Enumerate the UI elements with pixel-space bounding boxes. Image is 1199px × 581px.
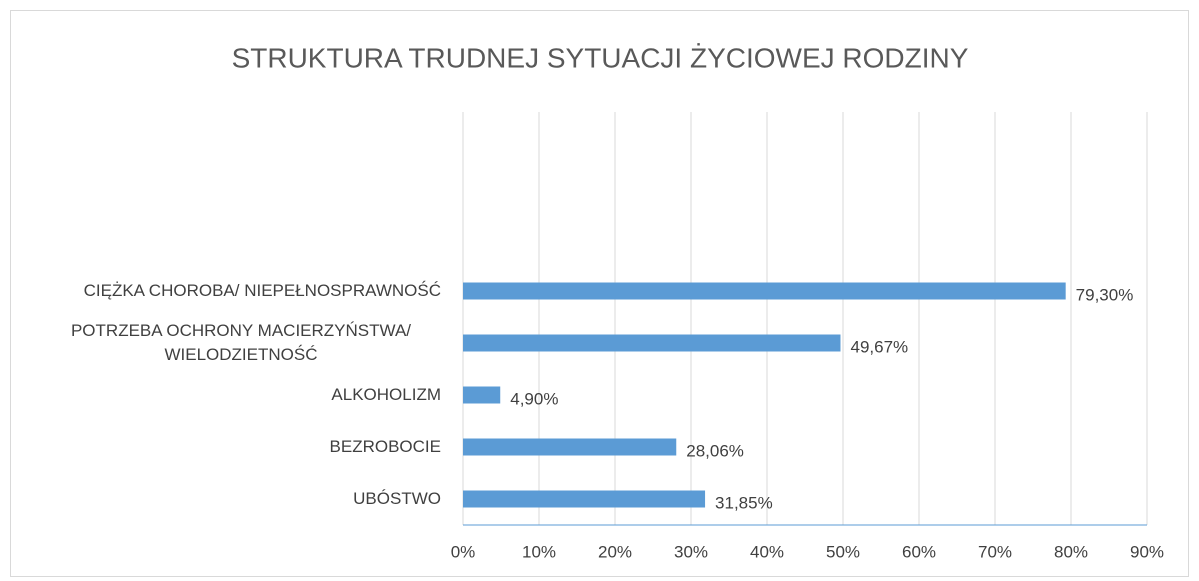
value-label: 79,30% [1076,285,1134,304]
x-tick-label: 80% [1054,542,1088,561]
x-tick-label: 50% [826,542,860,561]
x-tick-label: 30% [674,542,708,561]
chart-title: STRUKTURA TRUDNEJ SYTUACJI ŻYCIOWEJ RODZ… [232,42,969,73]
value-label: 49,67% [850,337,908,356]
x-tick-label: 10% [522,542,556,561]
category-label: ALKOHOLIZM [331,385,441,404]
x-tick-label: 40% [750,542,784,561]
x-tick-label: 20% [598,542,632,561]
x-tick-label: 90% [1130,542,1164,561]
x-tick-label: 60% [902,542,936,561]
chart-border [10,10,1189,577]
value-label: 4,90% [510,389,558,408]
value-label: 31,85% [715,493,773,512]
bar [463,282,1066,300]
category-label: CIĘŻKA CHOROBA/ NIEPEŁNOSPRAWNOŚĆ [83,281,441,300]
bar [463,386,501,404]
x-tick-label: 0% [451,542,476,561]
category-label: BEZROBOCIE [329,437,441,456]
category-label: POTRZEBA OCHRONY MACIERZYŃSTWA/ WIELODZI… [70,321,412,364]
category-label: UBÓSTWO [353,489,441,508]
x-tick-label: 70% [978,542,1012,561]
value-label: 28,06% [686,441,744,460]
bar [463,438,677,456]
bar [463,490,706,508]
bar [463,334,841,352]
